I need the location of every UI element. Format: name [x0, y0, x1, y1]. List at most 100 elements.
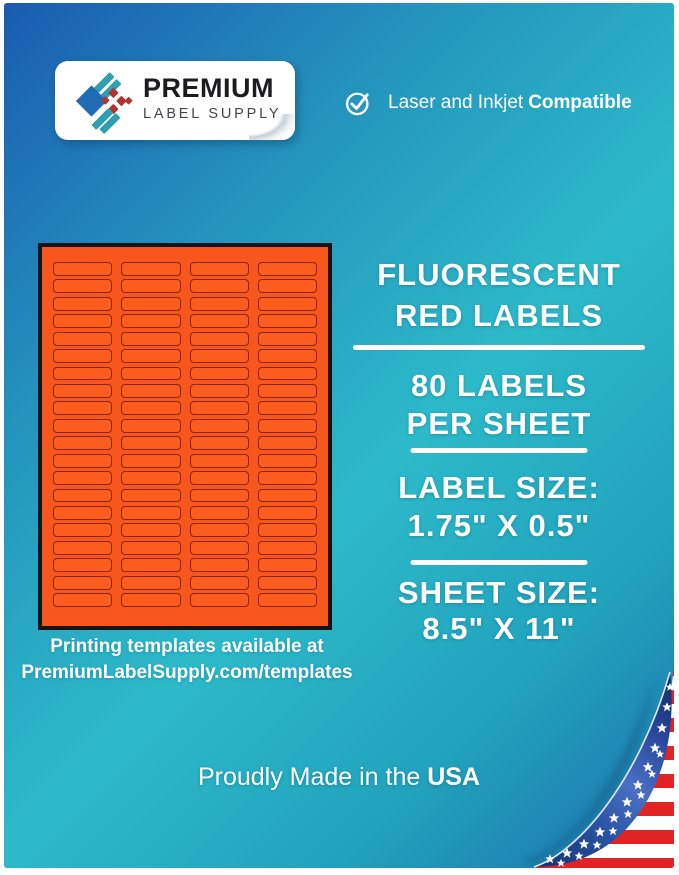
label-cell — [121, 314, 181, 329]
label-count-line1: 80 LABELS — [410, 368, 588, 403]
sheet-size-value: 8.5" X 11" — [422, 611, 576, 646]
label-cell — [257, 575, 317, 590]
label-cell — [189, 401, 249, 416]
label-cell — [121, 331, 181, 346]
label-cell — [121, 436, 181, 451]
label-cell — [189, 349, 249, 364]
brand-diamond-icon — [75, 72, 133, 134]
label-cell — [121, 558, 181, 573]
label-size-heading: LABEL SIZE: — [398, 470, 600, 505]
divider — [410, 448, 588, 453]
label-cell — [121, 453, 181, 468]
label-cell — [189, 436, 249, 451]
label-cell — [189, 279, 249, 294]
label-cell — [257, 366, 317, 381]
templates-caption: Printing templates available at PremiumL… — [4, 634, 370, 686]
label-cell — [121, 279, 181, 294]
label-cell — [257, 540, 317, 555]
label-cell — [53, 314, 113, 329]
label-cell — [53, 401, 113, 416]
label-cell — [189, 262, 249, 276]
label-cell — [121, 593, 181, 607]
label-cell — [189, 471, 249, 486]
label-cell — [121, 540, 181, 555]
label-cell — [121, 349, 181, 364]
product-title-line1: FLUORESCENT — [377, 257, 621, 292]
label-cell — [121, 575, 181, 590]
brand-text: PREMIUM LABEL SUPPLY — [143, 75, 281, 122]
label-cell — [53, 279, 113, 294]
label-sheet — [38, 243, 332, 630]
label-cell — [257, 505, 317, 520]
label-cell — [257, 383, 317, 398]
divider — [353, 345, 645, 350]
label-cell — [53, 418, 113, 433]
product-title-line2: RED LABELS — [394, 298, 604, 333]
label-cell — [53, 558, 113, 573]
label-cell — [189, 505, 249, 520]
product-info-column: FLUORESCENT RED LABELS 80 LABELS PER SHE… — [350, 3, 648, 868]
label-cell — [53, 296, 113, 311]
label-cell — [121, 418, 181, 433]
label-cell — [53, 488, 113, 503]
label-cell — [257, 436, 317, 451]
label-cell — [189, 366, 249, 381]
label-cell — [189, 575, 249, 590]
label-cell — [53, 383, 113, 398]
label-cell — [189, 558, 249, 573]
label-cell — [257, 558, 317, 573]
label-cell — [189, 383, 249, 398]
label-cell — [121, 366, 181, 381]
made-in-usa-text: Proudly Made in the USA — [4, 763, 674, 792]
label-cell — [121, 401, 181, 416]
made-in-bold: USA — [427, 763, 481, 791]
label-cell — [257, 471, 317, 486]
label-cell — [257, 453, 317, 468]
label-cell — [257, 523, 317, 538]
brand-name: PREMIUM — [143, 73, 274, 103]
templates-caption-line2: PremiumLabelSupply.com/templates — [21, 662, 353, 683]
label-cell — [53, 436, 113, 451]
compatibility-text: Laser and Inkjet — [388, 92, 524, 113]
label-cell — [121, 505, 181, 520]
label-cell — [53, 505, 113, 520]
label-size-value: 1.75" X 0.5" — [407, 508, 591, 543]
label-cell — [189, 331, 249, 346]
label-cell — [257, 331, 317, 346]
label-cell — [257, 349, 317, 364]
brand-tagline: LABEL SUPPLY — [143, 106, 282, 122]
label-cell — [121, 383, 181, 398]
label-count-line2: PER SHEET — [406, 406, 592, 441]
sheet-size-heading: SHEET SIZE: — [397, 575, 601, 610]
label-cell — [257, 314, 317, 329]
label-cell — [189, 540, 249, 555]
label-cell — [257, 262, 317, 276]
label-cell — [121, 471, 181, 486]
label-cell — [121, 523, 181, 538]
label-cell — [189, 296, 249, 311]
label-cell — [257, 401, 317, 416]
label-cell — [53, 575, 113, 590]
label-cell — [53, 540, 113, 555]
label-cell — [53, 349, 113, 364]
label-cell — [53, 262, 113, 276]
label-cell — [257, 488, 317, 503]
label-cell — [189, 593, 249, 607]
label-cell — [257, 418, 317, 433]
label-cell — [53, 593, 113, 607]
label-cell — [53, 523, 113, 538]
label-cell — [189, 488, 249, 503]
label-sheet-grid — [53, 262, 317, 607]
label-cell — [257, 593, 317, 607]
label-cell — [53, 331, 113, 346]
compatibility-note: Laser and Inkjet Compatible — [345, 88, 632, 118]
brand-logo-card: PREMIUM LABEL SUPPLY — [55, 61, 295, 140]
made-in-regular: Proudly Made in the — [197, 763, 421, 791]
label-cell — [121, 488, 181, 503]
flag-curl-flap — [534, 672, 672, 867]
label-cell — [121, 262, 181, 276]
label-cell — [121, 296, 181, 311]
us-flag-corner — [524, 668, 674, 868]
templates-caption-line1: Printing templates available at — [50, 636, 324, 657]
